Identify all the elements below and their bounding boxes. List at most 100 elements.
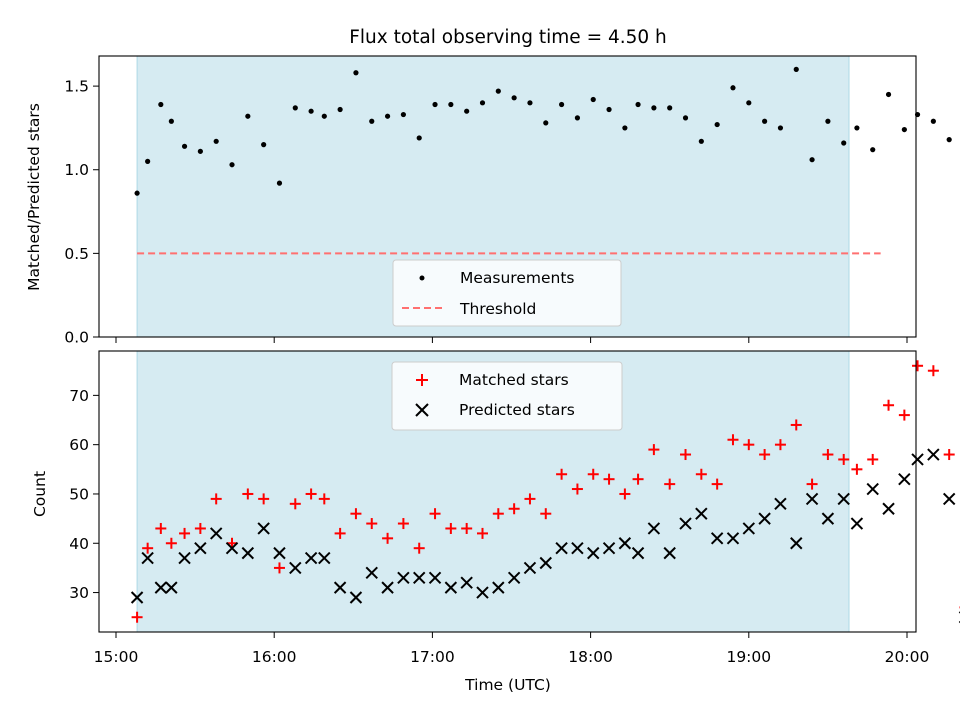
x-tick-label: 20:00	[885, 648, 930, 666]
matched-star-point	[912, 360, 924, 372]
predicted-star-point	[241, 546, 255, 560]
predicted-star-point	[349, 591, 363, 604]
measurement-point	[229, 162, 235, 168]
measurement-point	[448, 101, 454, 108]
measurement-point	[762, 118, 768, 124]
matched-star-point	[318, 493, 330, 505]
predicted-star-point	[257, 522, 270, 535]
measurement-point	[400, 111, 406, 118]
matched-star-point	[273, 562, 285, 574]
measurement-point	[841, 140, 847, 146]
predicted-star-point	[273, 546, 286, 560]
predicted-star-point	[618, 537, 632, 550]
predicted-star-point	[898, 472, 911, 486]
matched-star-point	[603, 473, 615, 485]
predicted-star-point	[850, 517, 864, 530]
predicted-star-point	[209, 527, 223, 540]
predicted-star-point	[178, 551, 191, 565]
predicted-star-point	[539, 556, 552, 570]
x-tick-label: 19:00	[726, 648, 771, 666]
predicted-star-point	[194, 541, 207, 555]
top-y-tick-label: 0.0	[64, 329, 89, 347]
predicted-star-point	[837, 492, 850, 506]
legend-label-matched-stars: Matched stars	[459, 371, 569, 389]
predicted-star-point	[413, 571, 426, 584]
matched-star-point	[571, 483, 583, 495]
predicted-star-point	[774, 497, 787, 511]
predicted-star-point	[154, 581, 168, 594]
matched-star-point	[648, 444, 660, 456]
legend-marker-measurements	[419, 275, 425, 281]
matched-star-point	[476, 527, 488, 539]
matched-star-point	[305, 488, 317, 500]
bottom-y-axis-label: Count	[31, 471, 49, 517]
matched-star-point	[851, 463, 863, 475]
predicted-star-point	[927, 448, 940, 461]
bottom-panel: 30 40 50 60 70 15:00 16:00 17:00 18:00 19:00 20:0…	[31, 350, 960, 694]
predicted-star-point	[476, 586, 489, 599]
legend-label-predicted-stars: Predicted stars	[459, 401, 575, 419]
predicted-star-point	[882, 502, 895, 515]
matched-star-point	[790, 419, 802, 431]
predicted-star-point	[492, 581, 505, 594]
matched-star-point	[155, 522, 167, 534]
measurement-point	[543, 120, 549, 126]
matched-star-point	[413, 542, 425, 554]
predicted-star-point	[165, 581, 178, 594]
predicted-star-point	[397, 571, 410, 584]
measurement-point	[321, 113, 327, 119]
measurement-point	[134, 190, 140, 196]
measurement-point	[825, 118, 831, 124]
bottom-y-tick-label: 70	[69, 387, 89, 405]
top-plot-frame	[98, 55, 917, 338]
measurement-point	[793, 66, 799, 72]
measurement-point	[635, 101, 641, 108]
matched-star-point	[540, 508, 552, 520]
top-y-tick-label: 1.0	[64, 161, 89, 179]
measurement-point	[590, 96, 596, 103]
matched-star-point	[867, 453, 879, 465]
measurement-point	[416, 135, 422, 141]
matched-star-point	[759, 449, 771, 461]
predicted-star-point	[428, 571, 442, 584]
measurement-point	[809, 157, 815, 163]
predicted-star-point	[602, 541, 616, 555]
matched-star-point	[943, 449, 955, 461]
measurement-point	[384, 113, 391, 119]
measurement-point	[292, 105, 298, 111]
predicted-star-point	[333, 581, 347, 594]
matched-star-point	[927, 365, 939, 377]
predicted-star-point	[444, 581, 458, 594]
measurement-point	[946, 137, 952, 143]
predicted-star-point	[304, 551, 318, 565]
predicted-star-point	[289, 561, 302, 575]
matched-star-point	[587, 468, 599, 480]
predicted-star-point	[805, 492, 819, 506]
top-y-tick-label: 1.5	[64, 78, 89, 96]
measurement-point	[870, 147, 876, 153]
measurement-point	[308, 108, 314, 114]
predicted-star-point	[726, 532, 740, 545]
legend-marker-predicted-stars	[415, 403, 429, 417]
matched-star-point	[397, 518, 409, 530]
measurement-point	[261, 142, 267, 148]
predicted-star-point	[130, 591, 144, 604]
x-tick-label: 16:00	[252, 648, 297, 666]
matched-star-point	[165, 537, 177, 549]
matched-star-point	[822, 449, 834, 461]
x-tick-label: 18:00	[568, 648, 613, 666]
matched-star-point	[508, 503, 520, 515]
matched-star-point	[838, 453, 850, 465]
matched-star-point	[492, 508, 504, 520]
predicted-star-point	[695, 507, 708, 520]
measurement-point	[746, 100, 752, 106]
matched-star-point	[131, 611, 143, 623]
matched-star-point	[382, 532, 394, 544]
bottom-y-tick-label: 50	[69, 485, 89, 503]
measurement-point	[213, 138, 219, 144]
bottom-y-tick-label: 60	[69, 436, 89, 454]
matched-star-point	[334, 527, 346, 539]
matched-star-point	[289, 498, 301, 510]
matched-star-point	[524, 493, 536, 505]
